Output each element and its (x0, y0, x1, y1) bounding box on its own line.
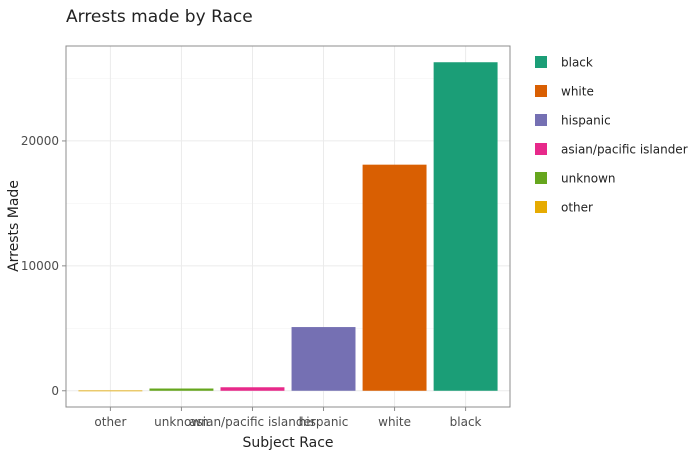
bar-unknown (149, 388, 214, 391)
legend-label: unknown (561, 172, 616, 186)
legend-swatch (535, 56, 547, 68)
y-axis-title: Arrests Made (6, 180, 22, 272)
x-tick-label: unknown (154, 415, 209, 429)
y-tick-label: 10000 (21, 259, 59, 273)
bar-white (362, 164, 427, 391)
y-axis-ticks: 0 10000 20000 (21, 134, 66, 398)
bars (78, 62, 498, 392)
legend: black white hispanic asian/pacific islander… (535, 56, 688, 215)
legend-swatch (535, 114, 547, 126)
bar-black (433, 62, 498, 391)
chart-title: Arrests made by Race (66, 7, 253, 27)
bar-hispanic (291, 327, 356, 391)
x-tick-label: black (450, 415, 482, 429)
legend-swatch (535, 85, 547, 97)
legend-swatch (535, 201, 547, 213)
x-tick-label: other (94, 415, 126, 429)
legend-swatch (535, 172, 547, 184)
y-tick-label: 0 (51, 384, 59, 398)
legend-label: white (561, 85, 594, 99)
plot-panel-border (65, 45, 511, 408)
x-tick-label: hispanic (299, 415, 349, 429)
legend-label: other (561, 201, 593, 215)
legend-label: hispanic (561, 114, 611, 128)
legend-label: asian/pacific islander (561, 143, 688, 157)
x-tick-label: asian/pacific islander (189, 415, 316, 429)
bar-asian-pacific-islander (220, 387, 285, 391)
legend-label: black (561, 56, 593, 70)
x-tick-label: white (378, 415, 411, 429)
y-tick-label: 20000 (21, 134, 59, 148)
bar-other (78, 390, 143, 392)
legend-swatch (535, 143, 547, 155)
x-axis-title: Subject Race (242, 435, 333, 450)
